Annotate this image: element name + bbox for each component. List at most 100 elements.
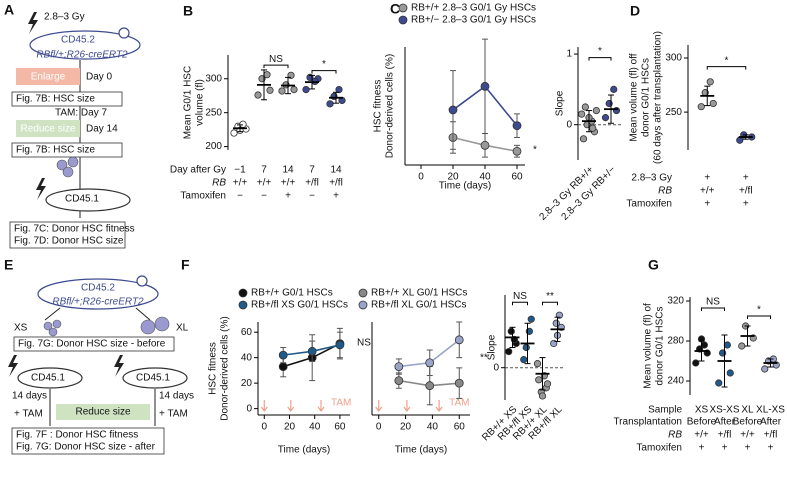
- row-value: 14: [282, 165, 294, 176]
- mouse: [122, 367, 188, 389]
- data-point: [578, 110, 586, 118]
- enlarge-box: [16, 68, 80, 85]
- row-value: +/+: [233, 178, 248, 189]
- data-point: [697, 103, 705, 111]
- row-value: +/fl: [718, 430, 732, 441]
- data-point: [592, 106, 600, 115]
- cell: [62, 166, 74, 178]
- row-value: +/+: [281, 178, 296, 189]
- donor: CD45.2: [61, 35, 95, 46]
- data-point: [512, 121, 522, 131]
- row-value: +: [285, 191, 291, 202]
- row-value: After: [760, 417, 782, 428]
- significance-bracket: [706, 66, 747, 70]
- y-tick-label: 240: [667, 376, 684, 387]
- data-point: [278, 350, 288, 360]
- data-point: [610, 85, 618, 93]
- genotype: RBfl/+;R26-creERT2: [52, 297, 144, 308]
- row-label: Sample: [648, 405, 682, 416]
- data-point: [507, 327, 515, 335]
- x-axis-label: Time (days): [278, 445, 330, 456]
- y-tick-label: 0: [246, 403, 252, 414]
- row-value: −: [237, 191, 243, 202]
- row-label: Day after Gy: [170, 165, 226, 176]
- data-point: [738, 342, 746, 350]
- significance-label: NS: [357, 338, 371, 349]
- data-point: [700, 341, 708, 349]
- data-point: [480, 140, 490, 150]
- data-point: [601, 114, 610, 122]
- fig-box: [11, 142, 123, 158]
- y-axis-label: donor G0/1 HSCs: [641, 58, 652, 137]
- cell: [154, 316, 170, 332]
- mouse: [29, 30, 141, 60]
- y-axis-label: Mean volume (fl) off: [629, 53, 640, 141]
- data-point: [394, 362, 404, 371]
- data-point: [715, 379, 723, 387]
- tam-arrow: [287, 400, 295, 412]
- reduce-box: [16, 120, 80, 137]
- row-value: +/fl: [764, 430, 778, 441]
- xl: XL: [176, 323, 189, 334]
- fig-7f: Fig. 7F : Donor HSC fitness: [16, 430, 138, 441]
- row-value: +: [743, 199, 749, 210]
- irradiation-icon: [8, 355, 18, 377]
- row-value: −: [261, 191, 267, 202]
- row-label: Tamoxifen: [636, 443, 682, 454]
- data-point: [290, 86, 298, 94]
- tam: TAM: Day 7: [55, 108, 107, 119]
- data-point: [520, 356, 528, 364]
- row-value: XS-XS: [709, 405, 739, 416]
- fig-box: [11, 91, 123, 107]
- data-point: [239, 120, 247, 128]
- significance-label: NS: [706, 297, 720, 308]
- donor: CD45.2: [81, 283, 115, 294]
- y-tick-label: 250: [665, 107, 682, 118]
- y-axis-label: donor G0/1 HSCs: [655, 307, 666, 386]
- legend-marker: [358, 300, 368, 310]
- cell: [48, 327, 58, 337]
- cell: [52, 319, 62, 329]
- row-label: RB: [668, 430, 682, 441]
- irradiation-icon: [36, 178, 46, 200]
- legend-label: RB+/fl XS G0/1 HSCs: [251, 300, 348, 311]
- enlarge: Enlarge: [31, 72, 66, 83]
- data-point: [505, 347, 513, 356]
- row-value: −: [309, 191, 315, 202]
- row-label: Tamoxifen: [626, 199, 672, 210]
- tam: + TAM: [14, 409, 43, 420]
- legend-label: RB+/+ G0/1 HSCs: [251, 288, 333, 299]
- tam: + TAM: [159, 409, 188, 420]
- row-value: +: [704, 199, 710, 210]
- row-value: +: [699, 443, 705, 454]
- row-label: RB: [658, 186, 672, 197]
- tam-label: TAM: [449, 398, 469, 409]
- data-point: [581, 103, 589, 111]
- significance-label: **: [480, 353, 488, 364]
- fig-box: [13, 336, 175, 352]
- data-point: [512, 146, 522, 156]
- data-point: [425, 381, 435, 391]
- mouse: [45, 188, 131, 212]
- legend-label: RB+/+ 2.8–3 G0/1 Gy HSCs: [411, 3, 536, 14]
- panel-label: B: [183, 3, 193, 19]
- y-tick-label: 40: [241, 352, 253, 363]
- y-axis-label: Slope: [555, 90, 566, 116]
- significance-label: NS: [513, 291, 527, 302]
- data-point: [326, 100, 334, 108]
- data-point: [335, 340, 345, 350]
- legend-marker: [238, 300, 248, 310]
- fig-after: Fig. 7G: Donor HSC size - after: [16, 442, 156, 453]
- data-point: [448, 105, 458, 115]
- tam-arrow: [260, 400, 268, 412]
- y-tick-label: 300: [205, 73, 222, 84]
- row-value: 7: [309, 165, 315, 176]
- data-point: [579, 135, 588, 143]
- x-tick-label: 60: [511, 172, 523, 183]
- x-tick-label: 0: [262, 422, 268, 433]
- recipient: CD45.1: [65, 194, 99, 205]
- days: 14 days: [159, 391, 194, 402]
- row-value: +/+: [700, 186, 715, 197]
- diagram-a: A 2.8–3 Gy CD45.2 RBfl/+;R26-creERT2 Enl…: [4, 2, 141, 249]
